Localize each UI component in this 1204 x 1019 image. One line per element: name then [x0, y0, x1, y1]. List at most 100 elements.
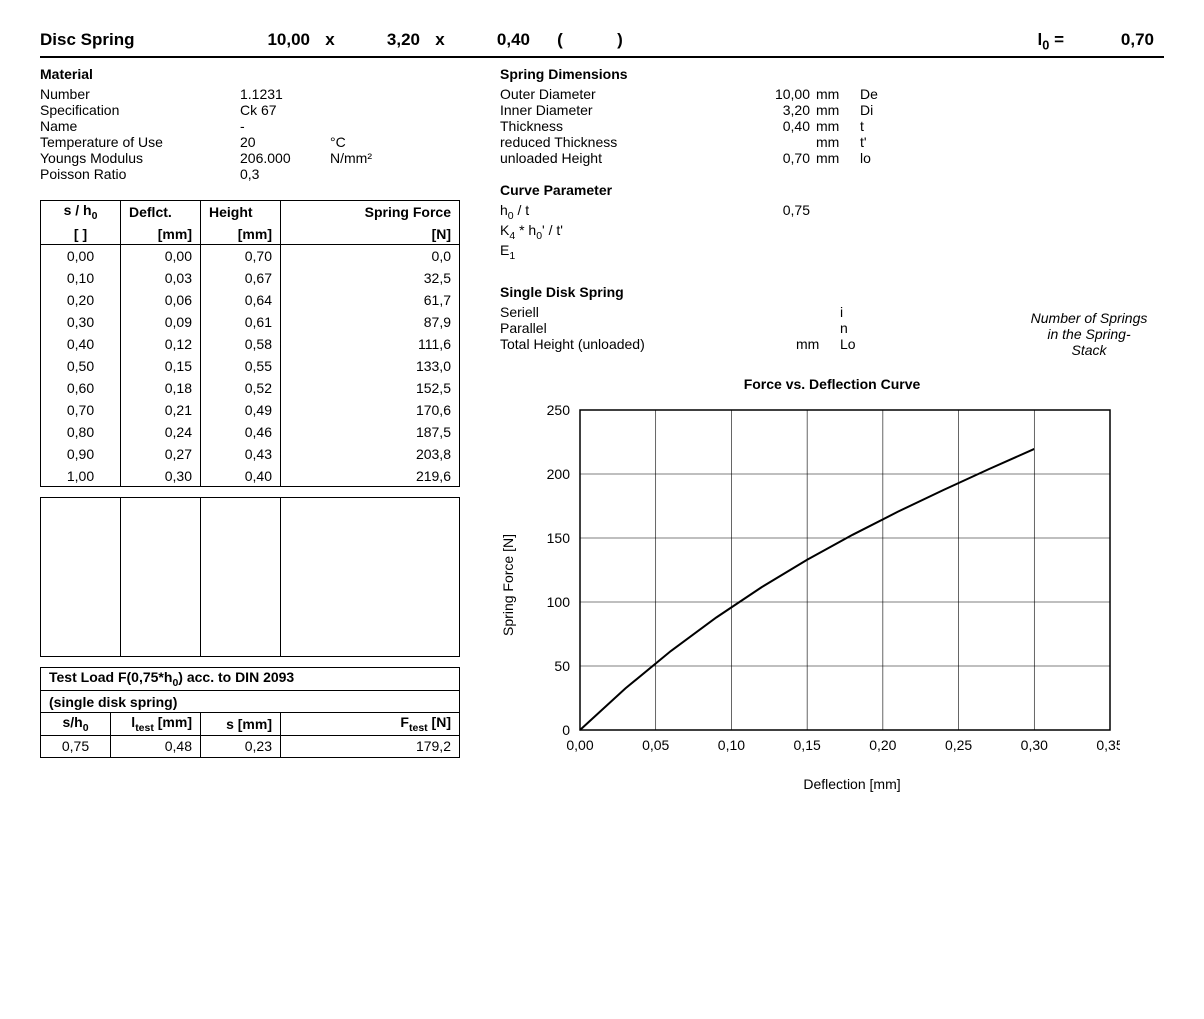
- material-key: Youngs Modulus: [40, 150, 240, 166]
- test-cell: 0,75: [41, 735, 111, 757]
- ss-key: Seriell: [500, 304, 730, 320]
- force-cell: 0,55: [201, 355, 281, 377]
- material-value: 0,3: [240, 166, 330, 182]
- ss-value: [730, 304, 790, 320]
- header-val2: 3,20: [350, 30, 420, 50]
- material-value: -: [240, 118, 330, 134]
- dim-value: 0,40: [730, 118, 810, 134]
- header-val3: 0,40: [460, 30, 530, 50]
- svg-text:0: 0: [562, 722, 570, 738]
- page-title: Disc Spring: [40, 30, 240, 50]
- curve-key: h0 / t: [500, 202, 730, 222]
- svg-text:0,05: 0,05: [642, 737, 669, 753]
- force-cell: 0,12: [121, 333, 201, 355]
- svg-text:100: 100: [547, 594, 571, 610]
- force-unit: [ ]: [41, 223, 121, 245]
- material-key: Poisson Ratio: [40, 166, 240, 182]
- force-head: Height: [201, 201, 281, 223]
- header-row: Disc Spring 10,00 x 3,20 x 0,40 ( ) l0 =…: [40, 30, 1164, 58]
- dim-symbol: t: [860, 118, 920, 134]
- svg-text:0,20: 0,20: [869, 737, 896, 753]
- svg-text:0,10: 0,10: [718, 737, 745, 753]
- force-cell: 87,9: [281, 311, 460, 333]
- dim-unit: mm: [810, 118, 860, 134]
- material-unit: N/mm²: [330, 150, 410, 166]
- dimensions-title: Spring Dimensions: [500, 66, 1164, 82]
- header-x1: x: [310, 30, 350, 50]
- force-cell: 0,18: [121, 377, 201, 399]
- force-cell: 0,61: [201, 311, 281, 333]
- dim-key: Thickness: [500, 118, 730, 134]
- ss-unit: [790, 304, 840, 320]
- force-cell: 0,20: [41, 289, 121, 311]
- force-cell: 0,46: [201, 421, 281, 443]
- material-list: Number1.1231SpecificationCk 67Name-Tempe…: [40, 86, 460, 182]
- stack-note: Number of Springsin the Spring-Stack: [1014, 304, 1164, 358]
- test-head: s/h0: [41, 713, 111, 736]
- dim-symbol: t': [860, 134, 920, 150]
- force-cell: 0,49: [201, 399, 281, 421]
- chart-x-label: Deflection [mm]: [540, 776, 1164, 792]
- force-cell: 0,70: [201, 245, 281, 267]
- force-cell: 219,6: [281, 465, 460, 487]
- force-cell: 0,40: [41, 333, 121, 355]
- material-key: Number: [40, 86, 240, 102]
- ss-key: Total Height (unloaded): [500, 336, 730, 352]
- ss-symbol: n: [840, 320, 900, 336]
- force-cell: 0,52: [201, 377, 281, 399]
- test-load-line2: (single disk spring): [41, 691, 460, 713]
- dim-symbol: Di: [860, 102, 920, 118]
- force-cell: 0,00: [41, 245, 121, 267]
- curve-key: K4 * h0' / t': [500, 222, 730, 242]
- ss-symbol: Lo: [840, 336, 900, 352]
- force-cell: 1,00: [41, 465, 121, 487]
- single-spring-list: SerielliParallelnTotal Height (unloaded)…: [500, 304, 1014, 358]
- material-value: 20: [240, 134, 330, 150]
- force-cell: 0,06: [121, 289, 201, 311]
- curve-param-list: h0 / t0,75K4 * h0' / t'E1: [500, 202, 1164, 261]
- material-key: Temperature of Use: [40, 134, 240, 150]
- force-cell: 0,30: [41, 311, 121, 333]
- ss-symbol: i: [840, 304, 900, 320]
- empty-grid: [40, 497, 460, 657]
- chart-title: Force vs. Deflection Curve: [500, 376, 1164, 392]
- dim-value: 0,70: [730, 150, 810, 166]
- force-cell: 0,64: [201, 289, 281, 311]
- force-cell: 0,90: [41, 443, 121, 465]
- header-val1: 10,00: [240, 30, 310, 50]
- force-unit: [mm]: [201, 223, 281, 245]
- dim-symbol: lo: [860, 150, 920, 166]
- force-cell: 0,30: [121, 465, 201, 487]
- force-cell: 0,10: [41, 267, 121, 289]
- dim-key: Outer Diameter: [500, 86, 730, 102]
- dim-unit: mm: [810, 150, 860, 166]
- material-value: Ck 67: [240, 102, 330, 118]
- header-rparen: ): [590, 30, 650, 50]
- ss-unit: [790, 320, 840, 336]
- dimensions-list: Outer Diameter10,00mmDeInner Diameter3,2…: [500, 86, 1164, 166]
- material-unit: [330, 166, 410, 182]
- force-head: Spring Force: [281, 201, 460, 223]
- curve-value: 0,75: [730, 202, 810, 222]
- dim-key: reduced Thickness: [500, 134, 730, 150]
- ss-value: [730, 320, 790, 336]
- force-unit: [mm]: [121, 223, 201, 245]
- svg-text:0,15: 0,15: [794, 737, 821, 753]
- curve-param-title: Curve Parameter: [500, 182, 1164, 198]
- material-unit: °C: [330, 134, 410, 150]
- test-cell: 0,48: [111, 735, 201, 757]
- force-head: Deflct.: [121, 201, 201, 223]
- svg-text:0,25: 0,25: [945, 737, 972, 753]
- material-value: 206.000: [240, 150, 330, 166]
- dim-value: 3,20: [730, 102, 810, 118]
- svg-text:50: 50: [554, 658, 570, 674]
- test-cell: 0,23: [201, 735, 281, 757]
- curve-value: [730, 222, 810, 242]
- force-cell: 0,0: [281, 245, 460, 267]
- dim-key: unloaded Height: [500, 150, 730, 166]
- force-cell: 0,80: [41, 421, 121, 443]
- chart-y-label: Spring Force [N]: [500, 534, 516, 636]
- force-cell: 170,6: [281, 399, 460, 421]
- material-unit: [330, 118, 410, 134]
- dim-value: 10,00: [730, 86, 810, 102]
